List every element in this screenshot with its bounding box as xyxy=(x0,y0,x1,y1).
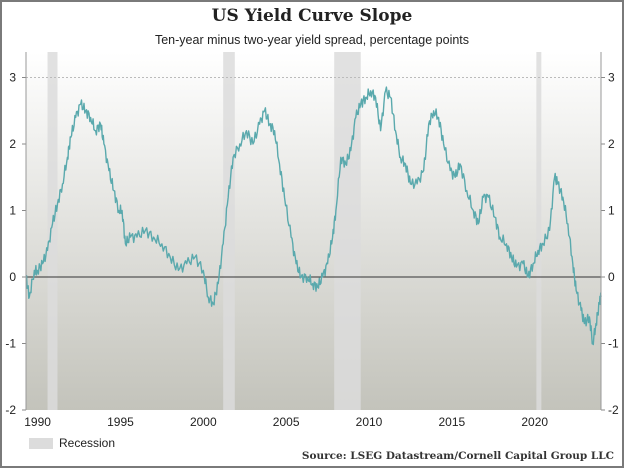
y-tick-label-left: 0 xyxy=(9,270,16,284)
x-tick-label: 2020 xyxy=(521,415,548,429)
x-tick-label: 2010 xyxy=(356,415,383,429)
y-tick-label-right: -2 xyxy=(608,403,619,417)
legend-label-recession: Recession xyxy=(59,436,116,450)
series-line-10y-2y-spread xyxy=(25,86,602,346)
source-note: Source: LSEG Datastream/Cornell Capital … xyxy=(301,450,614,462)
y-tick-label-right: 1 xyxy=(608,204,615,218)
y-tick-label-right: 0 xyxy=(608,270,615,284)
y-tick-label-left: 3 xyxy=(9,71,16,85)
recession-band xyxy=(334,52,361,410)
y-tick-label-left: -1 xyxy=(5,337,16,351)
legend-swatch-recession xyxy=(29,437,53,449)
chart-subtitle: Ten-year minus two-year yield spread, pe… xyxy=(154,33,470,47)
y-tick-label-left: 2 xyxy=(9,137,16,151)
y-tick-label-right: 2 xyxy=(608,137,615,151)
recession-band xyxy=(223,52,235,410)
x-tick-label: 1995 xyxy=(107,415,134,429)
plot-area xyxy=(26,52,601,410)
recession-band xyxy=(47,52,58,410)
x-tick-label: 2015 xyxy=(439,415,466,429)
y-tick-label-right: 3 xyxy=(608,71,615,85)
y-tick-label-right: -1 xyxy=(608,337,619,351)
x-tick-label: 1990 xyxy=(24,415,51,429)
y-tick-label-left: 1 xyxy=(9,204,16,218)
y-tick-label-left: -2 xyxy=(5,403,16,417)
chart-title: US Yield Curve Slope xyxy=(211,6,413,26)
x-tick-label: 2000 xyxy=(190,415,217,429)
recession-band xyxy=(536,52,542,410)
x-tick-label: 2005 xyxy=(273,415,300,429)
legend: Recession xyxy=(29,436,115,450)
